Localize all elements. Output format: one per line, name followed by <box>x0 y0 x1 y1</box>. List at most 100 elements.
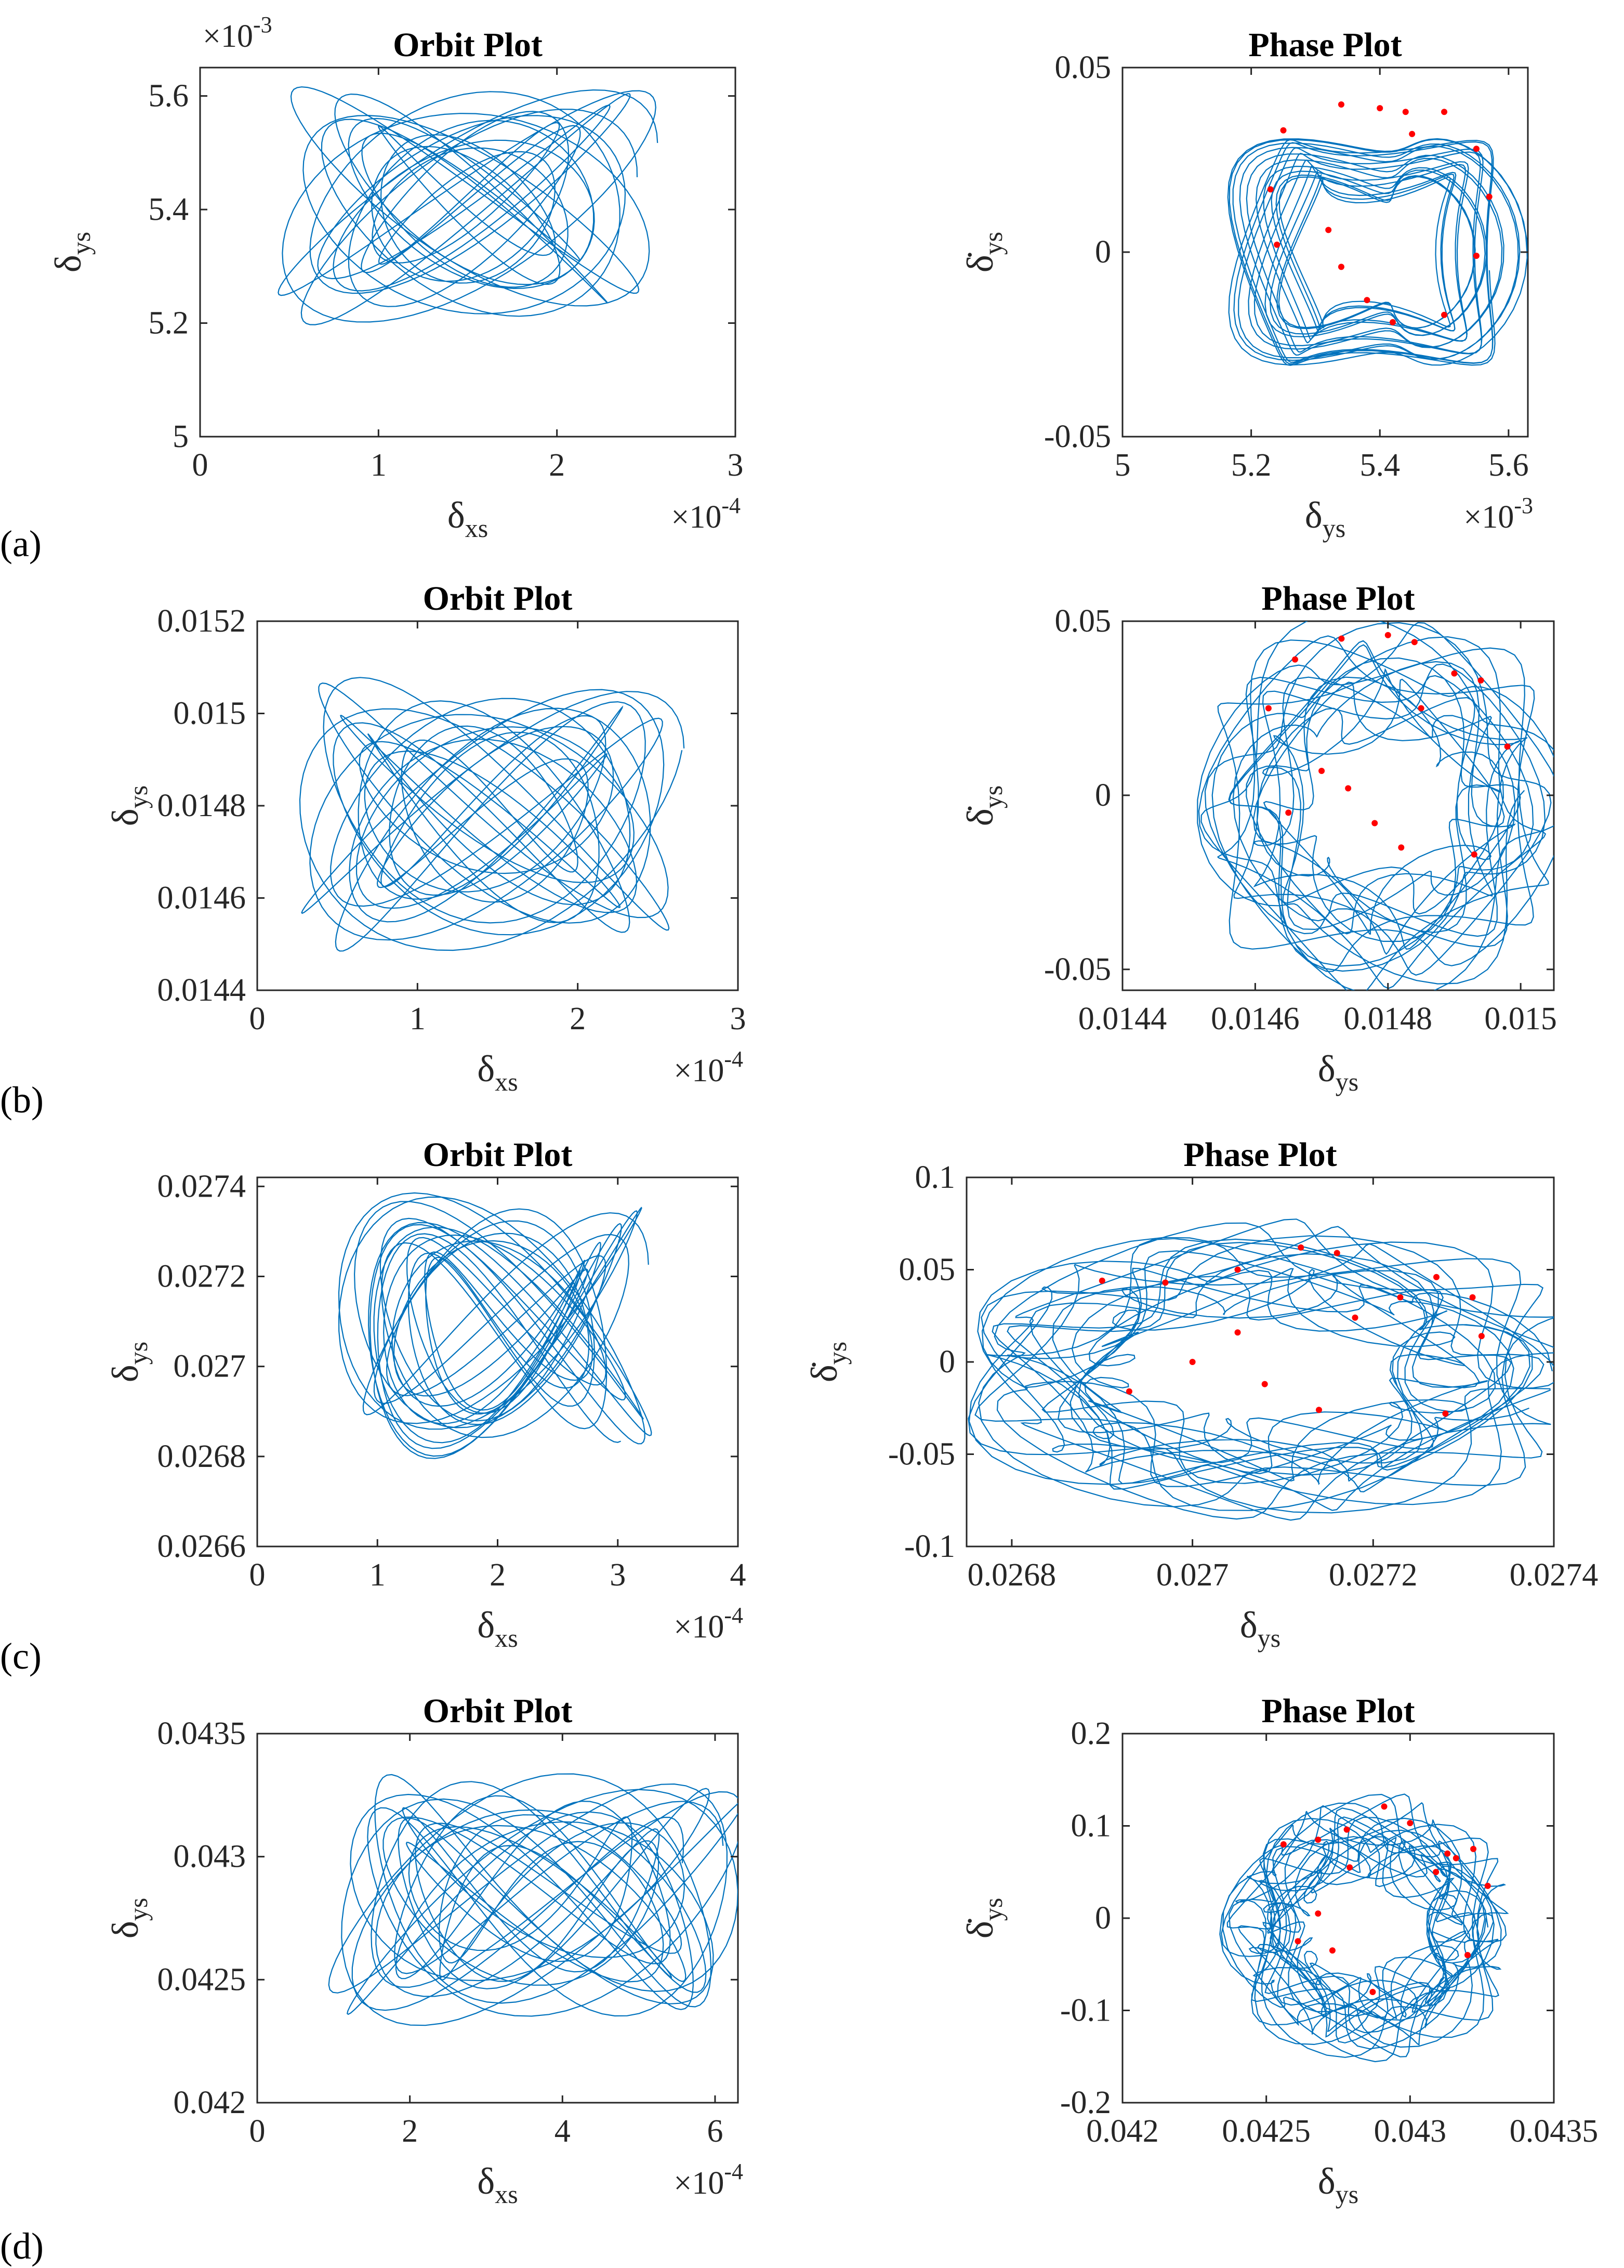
poincare-point <box>1338 101 1344 108</box>
poincare-point <box>1409 130 1416 137</box>
x-tick-label: 5.4 <box>1359 448 1400 483</box>
chart-title: Phase Plot <box>1248 26 1402 64</box>
poincare-point <box>1126 1388 1132 1395</box>
x-tick-label: 1 <box>369 1557 386 1593</box>
x-tick-label: 2 <box>490 1557 506 1593</box>
chart-title: Orbit Plot <box>423 1136 573 1174</box>
y-tick-label: 5.6 <box>149 78 189 114</box>
chart-b-orbit: 0 1 2 3 0.0144 0.0146 0.0148 0.015 0.0152 Orbit P… <box>104 580 746 1096</box>
y-tick-label: 5.4 <box>149 192 189 227</box>
poincare-point <box>1407 1820 1414 1827</box>
x-axis-label: δys <box>1305 494 1345 543</box>
y-tick-label: 0.043 <box>174 1839 246 1874</box>
y-tick-label: 0.027 <box>174 1349 246 1384</box>
plot-area <box>256 1733 739 2104</box>
y-tick-label: 0.0435 <box>157 1716 246 1751</box>
y-tick-label: 5 <box>173 419 189 454</box>
plot-area <box>1121 67 1529 438</box>
poincare-point <box>1441 109 1448 115</box>
poincare-point <box>1292 656 1298 663</box>
poincare-point <box>1280 127 1287 134</box>
y-tick-label: 0.0152 <box>157 604 246 639</box>
poincare-point <box>1441 311 1448 318</box>
poincare-point <box>1470 1845 1477 1852</box>
poincare-point <box>1333 1250 1340 1256</box>
y-tick-label: 0.0148 <box>157 788 246 823</box>
y-tick-label: 0 <box>1095 778 1111 813</box>
poincare-point <box>1345 785 1352 792</box>
chart-title: Orbit Plot <box>393 26 543 64</box>
y-tick-label: 0 <box>1095 234 1111 270</box>
x-axis-label: δys <box>1240 1604 1280 1653</box>
x-tick-label: 0.0268 <box>968 1557 1057 1593</box>
chart-d-phase: 0.042 0.0425 0.043 0.0435 -0.2 -0.1 0 0.1 0.2 Pha… <box>959 1692 1598 2209</box>
x-multiplier: ×10-4 <box>674 1603 743 1645</box>
poincare-point <box>1390 319 1396 325</box>
x-tick-label: 0.0435 <box>1510 2114 1599 2149</box>
y-tick-label: 0 <box>1095 1900 1111 1936</box>
poincare-point <box>1469 1294 1476 1301</box>
y-tick-label: 0.05 <box>899 1252 956 1288</box>
poincare-point <box>1343 1826 1350 1833</box>
y-tick-label: 0.1 <box>915 1160 956 1195</box>
plot-area <box>1121 620 1555 991</box>
chart-title: Orbit Plot <box>423 580 573 618</box>
chart-title: Phase Plot <box>1261 1692 1415 1730</box>
panel-label-c: (c) <box>0 1635 42 1677</box>
poincare-point <box>1381 1803 1388 1810</box>
charts-container: 0 1 2 3 5 5.2 5.4 5.6 Orbit Plot δxs δys ×10-4 ×10-3… <box>47 12 1598 2209</box>
chart-title: Orbit Plot <box>423 1692 573 1730</box>
x-axis-label: δxs <box>477 2160 518 2209</box>
poincare-point <box>1234 1329 1241 1336</box>
plot-area <box>256 1176 739 1548</box>
x-tick-label: 6 <box>707 2114 723 2149</box>
y-axis-label: δys <box>104 1342 153 1382</box>
x-tick-label: 4 <box>554 2114 571 2149</box>
poincare-point <box>1267 186 1274 193</box>
x-multiplier: ×10-3 <box>1463 493 1533 535</box>
poincare-point <box>1398 844 1405 851</box>
x-tick-label: 0.0425 <box>1222 2114 1311 2149</box>
poincare-point <box>1451 670 1458 677</box>
trajectory-line <box>1227 138 1528 366</box>
poincare-point <box>1338 264 1344 270</box>
trajectory-line <box>278 86 658 325</box>
x-tick-label: 3 <box>730 1001 746 1037</box>
chart-d-orbit: 0 2 4 6 0.042 0.0425 0.043 0.0435 Orbit Plot δxs δ… <box>104 1692 743 2209</box>
poincare-point <box>1325 227 1332 233</box>
x-tick-label: 0.042 <box>1086 2114 1159 2149</box>
x-tick-label: 2 <box>570 1001 586 1037</box>
y-multiplier: ×10-3 <box>203 12 272 54</box>
poincare-point <box>1295 1938 1301 1945</box>
poincare-point <box>1418 705 1424 712</box>
y-tick-label: 0.0146 <box>157 881 246 916</box>
poincare-point <box>1453 1855 1459 1861</box>
y-tick-label: -0.2 <box>1060 2085 1111 2120</box>
x-multiplier: ×10-4 <box>674 1046 743 1089</box>
poincare-point <box>1484 1882 1491 1889</box>
y-axis-label: δ̇ys <box>959 1898 1008 1938</box>
poincare-point <box>1478 1333 1485 1340</box>
poincare-point <box>1234 1266 1241 1273</box>
poincare-point <box>1371 820 1378 827</box>
trajectory-line <box>1197 621 1554 990</box>
poincare-point <box>1477 677 1484 684</box>
x-tick-label: 0.0274 <box>1510 1557 1599 1593</box>
y-axis-label: δ̇ys <box>959 785 1008 826</box>
poincare-point <box>1402 109 1409 115</box>
poincare-point <box>1318 768 1325 775</box>
poincare-point <box>1162 1279 1169 1286</box>
poincare-point <box>1315 1910 1322 1917</box>
y-tick-label: 0.0272 <box>157 1258 246 1294</box>
poincare-point <box>1316 1407 1322 1413</box>
y-tick-label: -0.05 <box>1044 952 1111 987</box>
y-axis-label: δys <box>47 232 96 272</box>
x-multiplier: ×10-4 <box>671 493 741 535</box>
y-tick-label: 0.05 <box>1055 50 1112 85</box>
y-tick-label: 0.0268 <box>157 1439 246 1474</box>
plot-area <box>1121 1733 1555 2104</box>
y-tick-label: 0.05 <box>1055 604 1112 639</box>
y-tick-label: 0.2 <box>1071 1716 1112 1751</box>
trajectory-line <box>328 1773 738 2026</box>
poincare-point <box>1298 1244 1304 1251</box>
